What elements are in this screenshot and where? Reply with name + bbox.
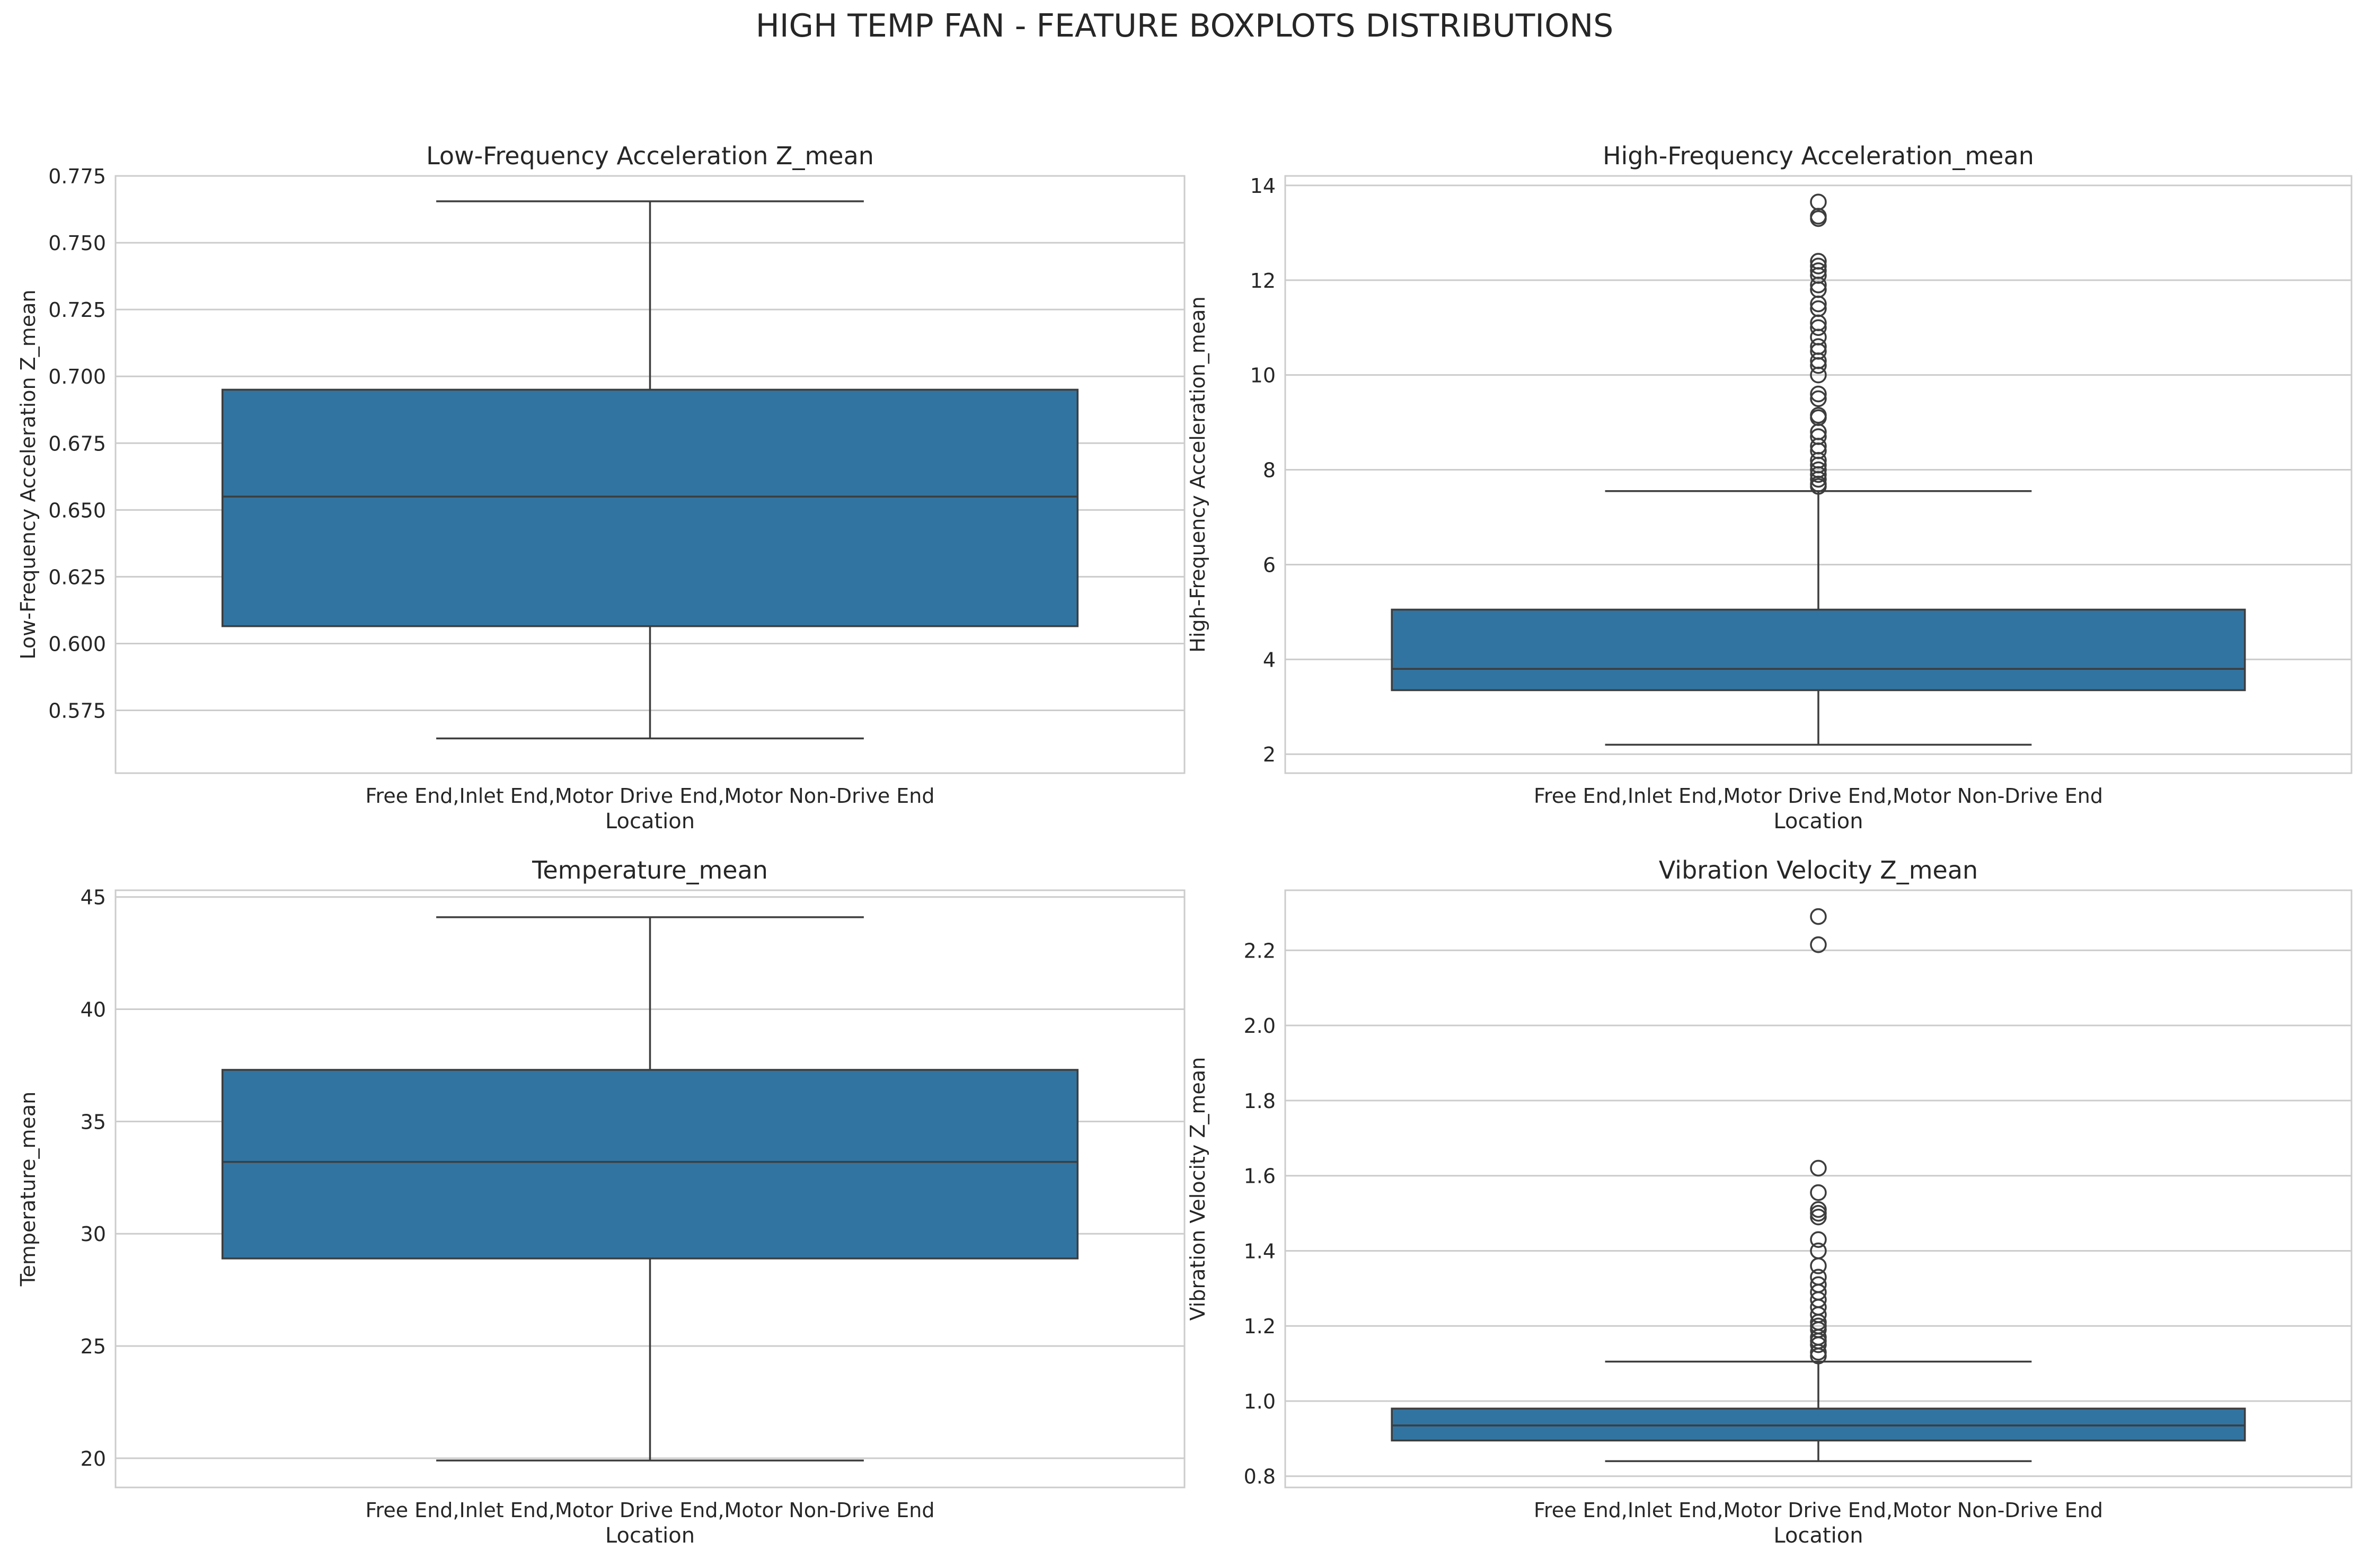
outlier-point: [1810, 193, 1827, 210]
y-tick-label: 0.600: [48, 632, 106, 655]
x-axis-label: Location: [1773, 809, 1863, 834]
y-tick-label: 1.6: [1244, 1165, 1276, 1188]
y-tick-label: 0.675: [48, 432, 106, 455]
outlier-point: [1810, 936, 1827, 953]
y-tick-label: 1.0: [1244, 1390, 1276, 1413]
outlier-point: [1810, 258, 1827, 274]
outlier-point: [1810, 1231, 1827, 1248]
y-tick-label: 0.700: [48, 365, 106, 388]
x-tick-label: Free End,Inlet End,Motor Drive End,Motor…: [1534, 1499, 2103, 1522]
y-tick-label: 2.2: [1244, 939, 1276, 962]
y-tick-label: 10: [1250, 364, 1276, 387]
x-tick-label: Free End,Inlet End,Motor Drive End,Motor…: [1534, 784, 2103, 808]
outlier-point: [1810, 253, 1827, 270]
subplot-title: Temperature_mean: [532, 856, 768, 884]
outlier-point: [1810, 908, 1827, 925]
y-axis-label: Temperature_mean: [16, 1092, 40, 1287]
outlier-point: [1810, 1257, 1827, 1274]
x-axis-label: Location: [605, 1523, 695, 1548]
iqr-box: [1391, 1407, 2246, 1442]
y-tick-label: 6: [1263, 553, 1276, 577]
outlier-point: [1810, 461, 1827, 479]
y-tick-label: 0.750: [48, 232, 106, 255]
y-axis-label: Low-Frequency Acceleration Z_mean: [16, 290, 40, 660]
y-tick-label: 2.0: [1244, 1014, 1276, 1038]
subplot-temperature: 20 25 30 35 40 45 Temperature_mean Free End,Inl…: [16, 856, 1186, 1548]
y-tick-label: 1.2: [1244, 1315, 1276, 1338]
y-tick-label: 2: [1263, 743, 1276, 766]
y-axis-label: High-Frequency Acceleration_mean: [1186, 296, 1209, 652]
x-tick-label: Free End,Inlet End,Motor Drive End,Motor…: [365, 784, 934, 808]
outlier-point: [1810, 1269, 1827, 1286]
x-tick-label: Free End,Inlet End,Motor Drive End,Motor…: [365, 1499, 934, 1522]
x-axis-label: Location: [1773, 1523, 1863, 1548]
outlier-point: [1810, 262, 1827, 279]
outlier-point: [1810, 1276, 1827, 1293]
y-tick-label: 1.8: [1244, 1089, 1276, 1113]
outlier-point: [1810, 300, 1827, 317]
y-tick-label: 35: [81, 1110, 106, 1133]
plot-frame: [114, 889, 1186, 1489]
outlier-point: [1810, 319, 1827, 336]
subplot-low-freq-accel-z: 0.575 0.600 0.625 0.650 0.675 0.700 0.725 0.750…: [16, 141, 1186, 834]
y-tick-label: 14: [1250, 174, 1276, 198]
plot-frame: [1284, 175, 2353, 774]
outlier-point: [1810, 338, 1827, 355]
outlier-point: [1810, 385, 1827, 403]
outlier-point: [1810, 1204, 1827, 1222]
y-tick-label: 0.8: [1244, 1465, 1276, 1489]
outlier-point: [1810, 1201, 1827, 1218]
y-tick-label: 0.575: [48, 699, 106, 723]
subplot-high-freq-accel: 2 4 6 8 10 12 14 High-Frequency Acceleration_me…: [1186, 141, 2353, 834]
iqr-box: [221, 388, 1079, 627]
subplot-title: Vibration Velocity Z_mean: [1659, 856, 1978, 884]
plot-frame: [114, 175, 1186, 774]
y-tick-label: 0.775: [48, 165, 106, 188]
outlier-point: [1810, 428, 1827, 445]
y-tick-label: 8: [1263, 459, 1276, 482]
y-tick-label: 0.725: [48, 298, 106, 322]
outlier-point: [1810, 390, 1827, 407]
subplot-title: Low-Frequency Acceleration Z_mean: [426, 141, 874, 170]
y-tick-label: 0.625: [48, 565, 106, 589]
outlier-point: [1810, 1242, 1827, 1260]
outlier-point: [1810, 406, 1827, 424]
outlier-point: [1810, 1184, 1827, 1201]
outlier-point: [1810, 1159, 1827, 1177]
y-tick-label: 20: [81, 1447, 106, 1470]
y-tick-label: 12: [1250, 269, 1276, 293]
y-tick-label: 25: [81, 1335, 106, 1358]
iqr-box: [221, 1069, 1079, 1260]
y-tick-label: 30: [81, 1222, 106, 1246]
y-tick-label: 40: [81, 998, 106, 1022]
y-tick-label: 4: [1263, 648, 1276, 671]
y-axis-label: Vibration Velocity Z_mean: [1186, 1057, 1209, 1321]
subplot-title: High-Frequency Acceleration_mean: [1603, 141, 2034, 170]
figure-title: HIGH TEMP FAN - FEATURE BOXPLOTS DISTRIB…: [755, 7, 1614, 45]
y-tick-label: 0.650: [48, 499, 106, 522]
y-tick-label: 45: [81, 886, 106, 909]
x-axis-label: Location: [605, 809, 695, 834]
plot-frame: [1284, 889, 2353, 1489]
subplot-vibration-velocity-z: 0.8 1.0 1.2 1.4 1.6 1.8 2.0 2.2 Vibration Veloci…: [1186, 856, 2353, 1548]
iqr-box: [1391, 608, 2246, 692]
y-tick-label: 1.4: [1244, 1239, 1276, 1263]
